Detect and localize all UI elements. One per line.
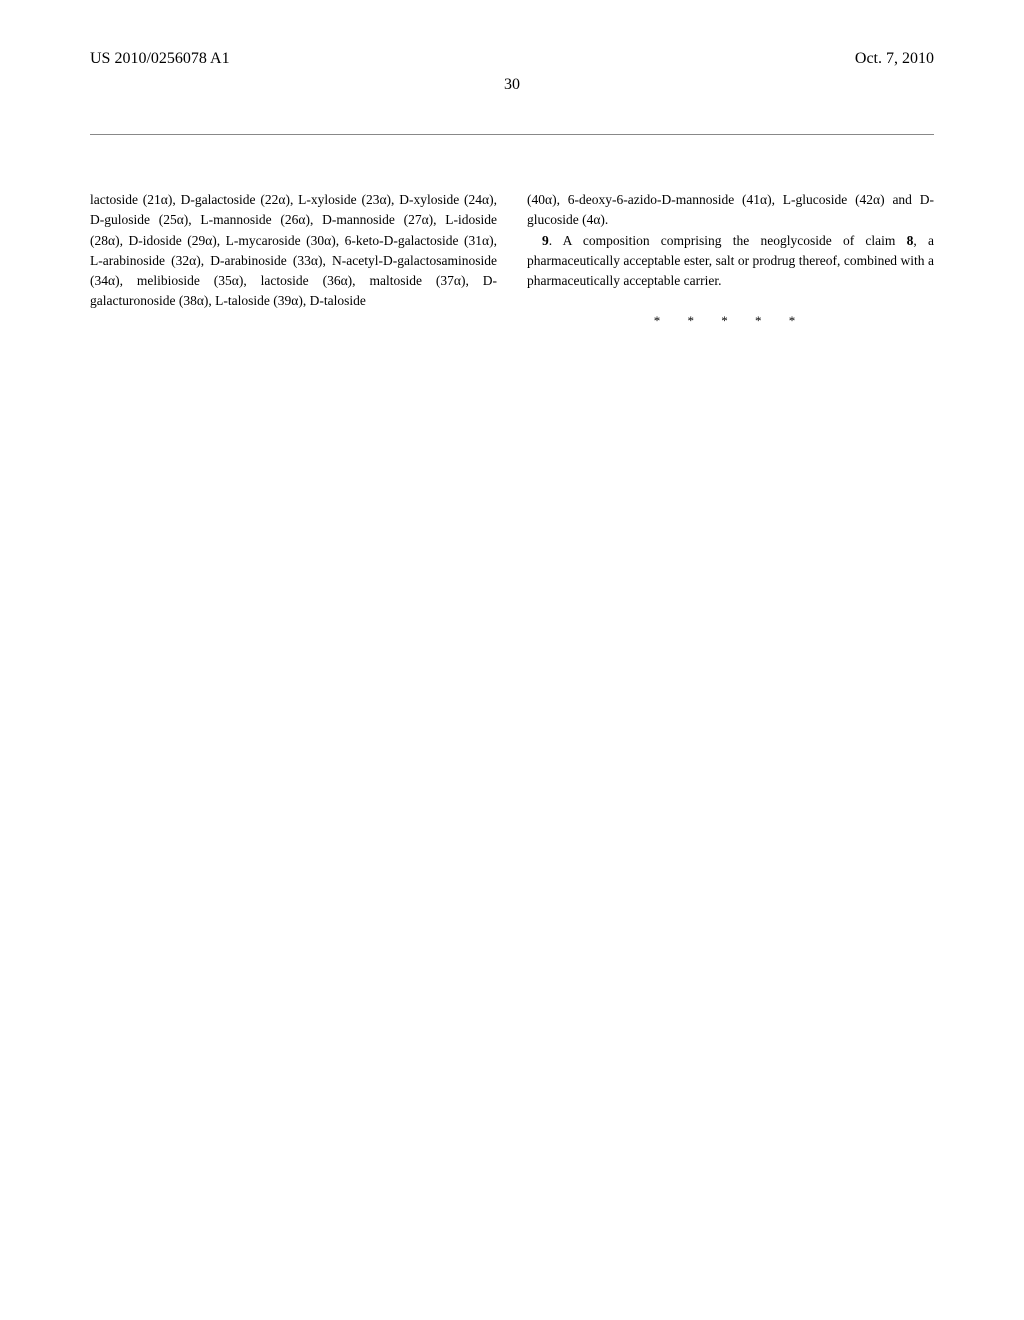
end-marker: * * * * * [527, 311, 934, 331]
left-column: lactoside (21α), D-galactoside (22α), L-… [90, 190, 497, 331]
right-column: (40α), 6-deoxy-6-azido-D-mannoside (41α)… [527, 190, 934, 331]
left-column-text: lactoside (21α), D-galactoside (22α), L-… [90, 192, 497, 308]
publication-date: Oct. 7, 2010 [855, 50, 934, 68]
page-container: US 2010/0256078 A1 Oct. 7, 2010 30 lacto… [0, 0, 1024, 1320]
page-header: US 2010/0256078 A1 Oct. 7, 2010 [90, 50, 934, 68]
content-area: lactoside (21α), D-galactoside (22α), L-… [90, 190, 934, 331]
claim-number: 9 [542, 233, 549, 248]
claim-text-start: . A composition comprising the neoglycos… [549, 233, 907, 248]
claim-9: 9. A composition comprising the neoglyco… [527, 231, 934, 292]
continuation-text: (40α), 6-deoxy-6-azido-D-mannoside (41α)… [527, 190, 934, 231]
page-number: 30 [90, 76, 934, 94]
header-divider [90, 134, 934, 135]
publication-number: US 2010/0256078 A1 [90, 50, 230, 68]
